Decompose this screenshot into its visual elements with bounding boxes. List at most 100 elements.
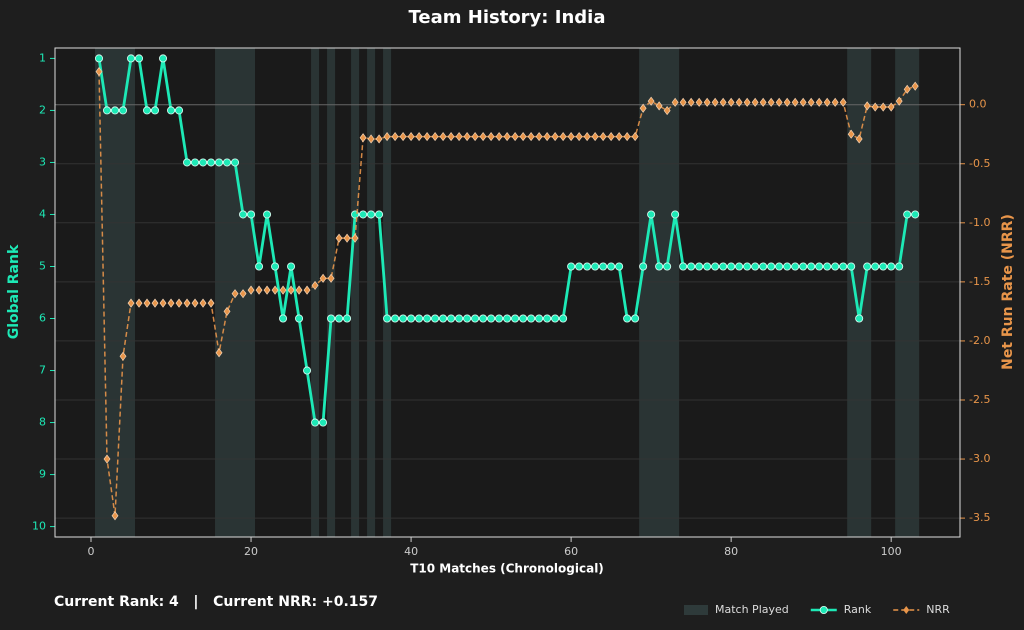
nrr-point: [431, 132, 439, 142]
legend-label: Rank: [844, 603, 872, 616]
rank-point: [303, 366, 312, 375]
rank-point: [911, 210, 920, 219]
nrr-point: [287, 285, 295, 295]
y2-tick-label: -1.0: [969, 216, 990, 229]
y-tick-label: 2: [39, 103, 46, 116]
rank-point: [119, 106, 128, 115]
nrr-point: [807, 97, 815, 107]
nrr-point: [815, 97, 823, 107]
rank-point: [263, 210, 272, 219]
nrr-point: [215, 348, 223, 358]
nrr-point: [295, 285, 303, 295]
rank-point: [199, 158, 208, 167]
rank-point: [511, 314, 520, 323]
nrr-point: [319, 273, 327, 283]
x-tick-label: 0: [88, 545, 95, 558]
nrr-point: [279, 285, 287, 295]
nrr-point: [111, 511, 119, 521]
nrr-point: [903, 84, 911, 94]
nrr-point: [631, 132, 639, 142]
rank-point: [751, 262, 760, 271]
nrr-point: [199, 298, 207, 308]
x-axis-label: T10 Matches (Chronological): [410, 562, 604, 576]
match-span: [95, 48, 136, 537]
rank-point: [151, 106, 160, 115]
rank-point: [295, 314, 304, 323]
rank-point: [287, 262, 296, 271]
legend-marker: [819, 606, 828, 615]
rank-point: [863, 262, 872, 271]
rank-point: [871, 262, 880, 271]
x-tick-label: 60: [564, 545, 578, 558]
nrr-point: [367, 134, 375, 144]
nrr-point: [599, 132, 607, 142]
rank-point: [671, 210, 680, 219]
nrr-point: [239, 289, 247, 299]
y-axis-label: Global Rank: [6, 244, 22, 339]
x-tick-label: 100: [881, 545, 902, 558]
match-span: [383, 48, 392, 537]
rank-point: [183, 158, 192, 167]
nrr-point: [775, 97, 783, 107]
nrr-point: [423, 132, 431, 142]
rank-point: [111, 106, 120, 115]
nrr-point: [823, 97, 831, 107]
nrr-point: [191, 298, 199, 308]
rank-point: [615, 262, 624, 271]
footer-status: Current Rank: 4 | Current NRR: +0.157: [54, 594, 378, 610]
y-tick-label: 4: [39, 207, 46, 220]
rank-point: [447, 314, 456, 323]
nrr-point: [135, 298, 143, 308]
nrr-point: [255, 285, 263, 295]
nrr-point: [471, 132, 479, 142]
nrr-point: [671, 97, 679, 107]
nrr-point: [575, 132, 583, 142]
rank-point: [191, 158, 200, 167]
rank-point: [743, 262, 752, 271]
nrr-point: [679, 97, 687, 107]
nrr-point: [159, 298, 167, 308]
nrr-point: [623, 132, 631, 142]
match-span: [351, 48, 360, 537]
nrr-point: [887, 102, 895, 112]
rank-point: [279, 314, 288, 323]
rank-point: [431, 314, 440, 323]
rank-point: [463, 314, 472, 323]
rank-point: [319, 418, 328, 427]
nrr-point: [503, 132, 511, 142]
rank-point: [103, 106, 112, 115]
nrr-point: [567, 132, 575, 142]
rank-point: [823, 262, 832, 271]
rank-point: [399, 314, 408, 323]
nrr-point: [711, 97, 719, 107]
rank-point: [527, 314, 536, 323]
rank-point: [247, 210, 256, 219]
rank-point: [159, 54, 168, 63]
nrr-point: [615, 132, 623, 142]
nrr-point: [863, 101, 871, 111]
nrr-point: [463, 132, 471, 142]
rank-point: [127, 54, 136, 63]
rank-point: [223, 158, 232, 167]
rank-point: [623, 314, 632, 323]
rank-point: [879, 262, 888, 271]
y2-tick-label: -1.5: [969, 275, 990, 288]
rank-point: [311, 418, 320, 427]
nrr-point: [495, 132, 503, 142]
nrr-point: [383, 132, 391, 142]
match-span: [367, 48, 376, 537]
nrr-point: [343, 233, 351, 243]
nrr-point: [303, 285, 311, 295]
nrr-point: [335, 233, 343, 243]
y2-tick-label: -3.0: [969, 452, 990, 465]
rank-point: [167, 106, 176, 115]
nrr-point: [359, 133, 367, 143]
nrr-point: [607, 132, 615, 142]
rank-point: [631, 314, 640, 323]
rank-point: [135, 54, 144, 63]
y2-tick-label: -2.5: [969, 393, 990, 406]
nrr-point: [639, 103, 647, 113]
nrr-point: [479, 132, 487, 142]
nrr-point: [759, 97, 767, 107]
plot-frame: [54, 47, 961, 538]
